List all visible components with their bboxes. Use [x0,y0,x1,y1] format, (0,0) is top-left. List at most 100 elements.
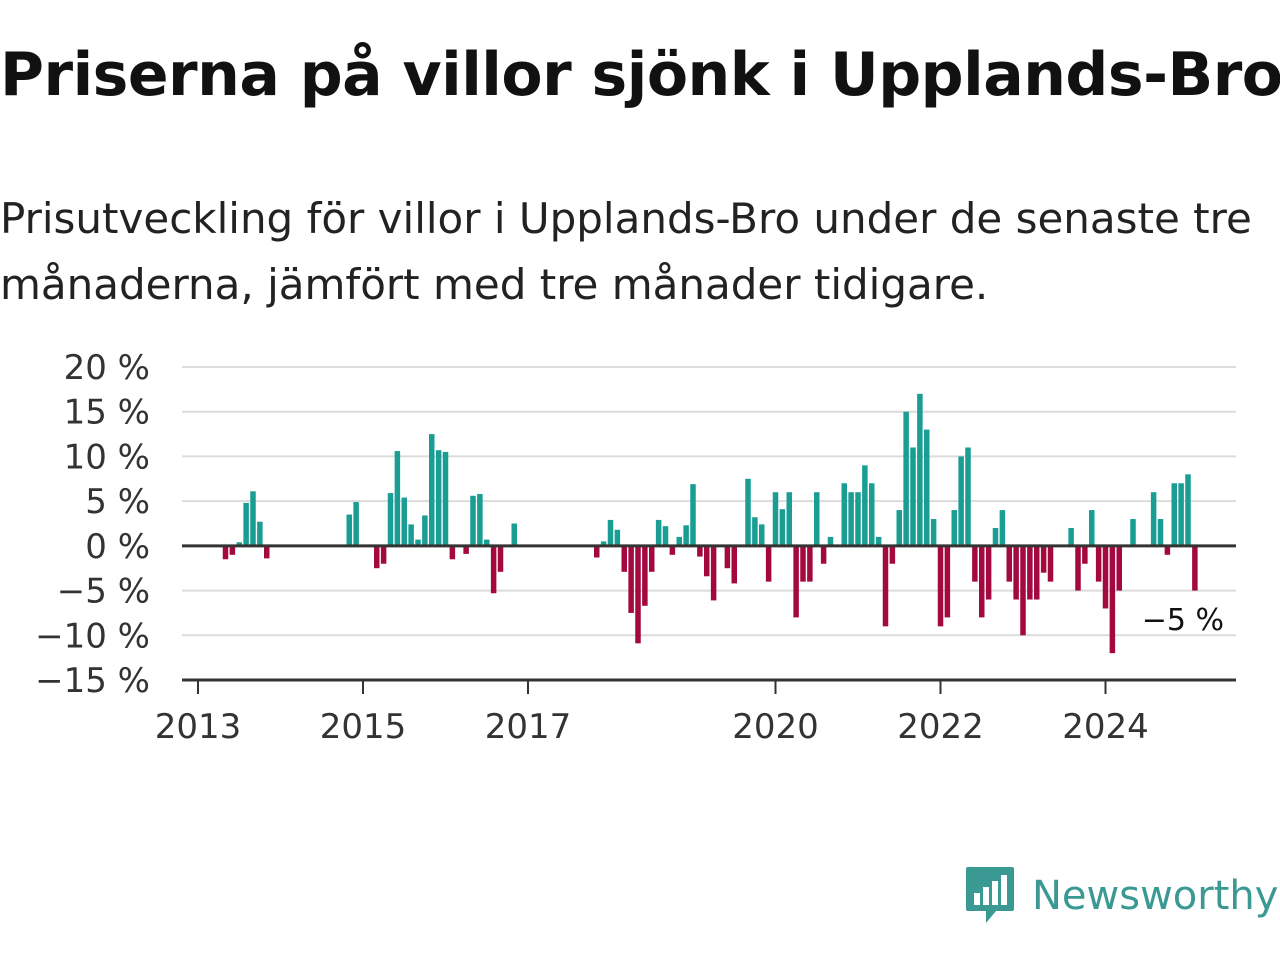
bar [662,526,669,546]
bar [1068,527,1074,546]
bar [642,545,648,606]
bar [827,536,834,546]
bar [669,545,676,555]
bar [779,509,786,546]
newsworthy-logo-icon [966,867,1014,923]
bar [1109,545,1116,654]
bar [889,545,896,564]
latest-value-label: −5 % [1142,603,1224,638]
bar [972,545,978,582]
bar [346,514,352,546]
bar [704,545,710,577]
bar [710,545,717,601]
x-tick-label: 2022 [897,707,984,747]
bar [594,545,600,558]
bar [1013,545,1019,600]
grid-lines [182,366,1236,637]
bar [429,434,435,546]
bar [875,536,882,546]
bar [1034,545,1040,600]
y-tick-label: 15 % [64,393,150,433]
bar [800,545,806,582]
bar [1164,545,1171,555]
bar [408,524,414,546]
bar [1095,545,1102,582]
bar [910,447,916,546]
y-tick-label: −5 % [57,572,150,612]
bar [917,393,923,546]
bar [497,545,504,572]
bar [1006,545,1012,582]
x-tick-label: 2020 [732,707,819,747]
chart-subtitle: Prisutveckling för villor i Upplands-Bro… [0,194,1252,309]
bar [697,545,703,557]
bar [937,545,944,627]
bar [690,484,696,546]
y-tick-label: 0 % [85,527,150,567]
bar [999,510,1006,546]
bar [944,545,951,618]
bar [511,523,517,546]
bar [841,483,847,546]
y-tick-label: 5 % [85,482,150,522]
bar [683,525,689,546]
bar [607,519,614,546]
bar [820,545,827,564]
bar [814,492,820,546]
bar [463,545,469,554]
bar [1192,545,1198,591]
bar [951,510,957,546]
bar [862,465,868,546]
bar [470,495,476,546]
bar [979,545,985,618]
bar [1040,545,1047,573]
bar [807,545,813,582]
bar [1075,545,1081,591]
bar [676,536,682,546]
bar [374,545,380,569]
bar [1027,545,1033,600]
bar [1150,492,1157,546]
bar [1082,545,1088,564]
y-tick-label: 20 % [64,348,150,388]
bar [250,491,256,546]
bar [731,545,737,584]
bar [229,545,236,555]
bar [869,483,875,546]
bar [415,539,421,546]
y-tick-label: −10 % [35,616,150,656]
bar [793,545,799,618]
bar [353,502,359,546]
bar [896,510,902,546]
bar [1047,545,1054,582]
bar [222,545,229,560]
bar [477,493,483,546]
bar [992,527,999,546]
bar [649,545,655,572]
bar [635,545,641,644]
bar [1020,545,1026,636]
bar [985,545,992,600]
bar [1102,545,1109,609]
bar [759,524,765,546]
bar [449,545,456,560]
bar [848,492,854,546]
x-axis-ticks: 2013 2015 2017 2020 2022 2024 [155,680,1149,747]
bar [655,519,662,546]
brand-name: Newsworthy [1032,873,1279,919]
bar [786,492,792,546]
bar [1171,483,1177,546]
page-title: Priserna på villor sjönk i Upplands-Bro [0,40,1280,110]
bar [621,545,627,572]
bar [236,542,242,546]
bar [600,541,607,546]
y-tick-label: −15 % [35,661,150,701]
bar [924,429,930,546]
bar [243,502,249,546]
bar-chart: 20 %15 %10 %5 %0 %−5 %−10 %−15 % 2013 201… [35,348,1236,747]
bar [1116,545,1122,591]
bar [401,497,407,546]
bar [1130,519,1136,546]
bar [1157,519,1164,546]
y-axis-ticks: 20 % 15 %10 % 5 % 0 % −5 %−10 % −15 % [35,348,150,701]
